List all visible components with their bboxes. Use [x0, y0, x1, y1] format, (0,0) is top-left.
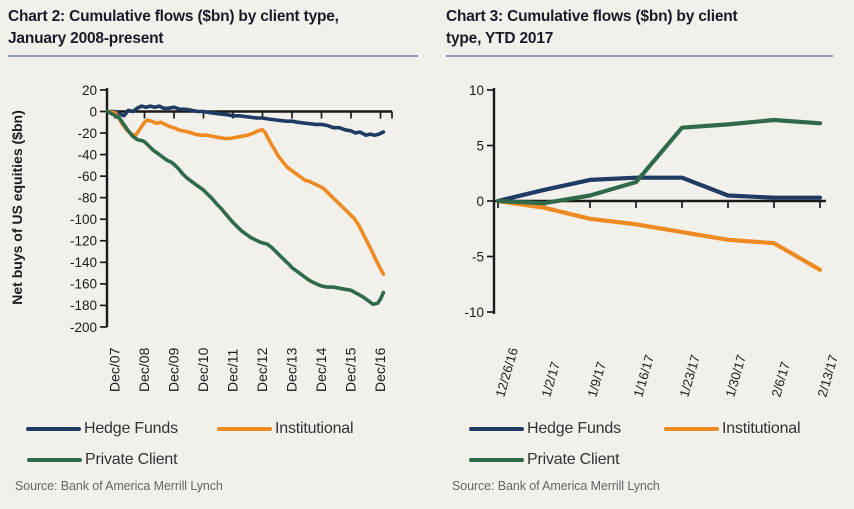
chart2-legend-institutional: Institutional — [217, 420, 354, 437]
chart3-title: Chart 3: Cumulative flows ($bn) by clien… — [446, 6, 833, 57]
svg-text:0: 0 — [476, 194, 484, 209]
chart3-plot-area: 10 5 0 -5 -10 12/26/16 1/2/17 1/9/17 1/16/17 1/23… — [464, 83, 840, 399]
svg-text:-80: -80 — [77, 190, 97, 205]
svg-text:-180: -180 — [70, 298, 97, 313]
private-client-legend-label: Private Client — [527, 451, 620, 468]
svg-text:Dec/14: Dec/14 — [313, 347, 329, 392]
chart2-legend-private-client: Private Client — [27, 451, 178, 468]
svg-text:0: 0 — [89, 104, 97, 119]
chart2-source: Source: Bank of America Merrill Lynch — [15, 479, 223, 493]
svg-text:1/9/17: 1/9/17 — [584, 360, 608, 399]
svg-text:1/30/17: 1/30/17 — [722, 353, 748, 399]
institutional-line-swatch — [217, 426, 272, 432]
institutional-legend-label: Institutional — [275, 420, 354, 437]
hedge-funds-line-swatch — [26, 426, 81, 432]
chart3-legend-private-client: Private Client — [469, 451, 620, 468]
svg-text:Dec/07: Dec/07 — [107, 347, 123, 392]
svg-text:-20: -20 — [77, 126, 97, 141]
private-client-legend-label: Private Client — [85, 451, 178, 468]
svg-text:1/2/17: 1/2/17 — [538, 360, 562, 399]
svg-text:1/16/17: 1/16/17 — [630, 353, 656, 399]
chart2-title-line1: Chart 2: Cumulative flows ($bn) by clien… — [8, 8, 339, 25]
svg-text:Dec/15: Dec/15 — [343, 347, 359, 392]
svg-text:-140: -140 — [70, 255, 97, 270]
svg-text:12/26/16: 12/26/16 — [492, 346, 520, 399]
hedge-funds-legend-label: Hedge Funds — [527, 420, 621, 437]
svg-text:1/23/17: 1/23/17 — [676, 353, 702, 399]
svg-text:5: 5 — [476, 138, 484, 153]
svg-text:Dec/10: Dec/10 — [195, 347, 211, 392]
svg-text:-200: -200 — [70, 320, 97, 335]
svg-text:-120: -120 — [70, 234, 97, 249]
chart3-title-line1: Chart 3: Cumulative flows ($bn) by clien… — [446, 8, 738, 25]
institutional-line-swatch — [664, 426, 719, 432]
svg-text:Dec/08: Dec/08 — [136, 347, 152, 392]
svg-text:-10: -10 — [464, 305, 484, 320]
svg-text:10: 10 — [469, 83, 484, 98]
private-client-line-swatch — [27, 457, 82, 463]
svg-text:Net buys of US equities ($bn): Net buys of US equities ($bn) — [9, 110, 25, 304]
svg-text:2/13/17: 2/13/17 — [814, 353, 840, 399]
hedge-funds-line-swatch — [469, 426, 524, 432]
chart3-source: Source: Bank of America Merrill Lynch — [452, 479, 660, 493]
private-client-line-swatch — [469, 457, 524, 463]
svg-text:Dec/09: Dec/09 — [166, 347, 182, 392]
chart2-plot-area: 20 0 -20 -40 -60 -80 -100 -120 -140 -160 -180 -200 D… — [9, 83, 393, 392]
svg-text:2/6/17: 2/6/17 — [768, 360, 792, 399]
chart3-title-line2: type, YTD 2017 — [446, 30, 554, 48]
svg-text:-60: -60 — [77, 169, 97, 184]
svg-text:-5: -5 — [472, 249, 484, 264]
svg-text:20: 20 — [82, 83, 97, 98]
svg-text:-100: -100 — [70, 212, 97, 227]
svg-text:Dec/13: Dec/13 — [284, 347, 300, 392]
chart2-title-line2: January 2008-present — [8, 30, 164, 48]
hedge-funds-legend-label: Hedge Funds — [84, 420, 178, 437]
chart2-title: Chart 2: Cumulative flows ($bn) by clien… — [8, 6, 418, 57]
chart3-legend-institutional: Institutional — [664, 420, 801, 437]
svg-text:-40: -40 — [77, 147, 97, 162]
svg-text:Dec/11: Dec/11 — [225, 348, 241, 392]
svg-text:-160: -160 — [70, 277, 97, 292]
svg-text:Dec/16: Dec/16 — [372, 347, 388, 392]
chart3-legend-hedge-funds: Hedge Funds — [469, 420, 621, 437]
institutional-legend-label: Institutional — [722, 420, 801, 437]
chart2-legend-hedge-funds: Hedge Funds — [26, 420, 178, 437]
svg-text:Dec/12: Dec/12 — [254, 347, 270, 392]
